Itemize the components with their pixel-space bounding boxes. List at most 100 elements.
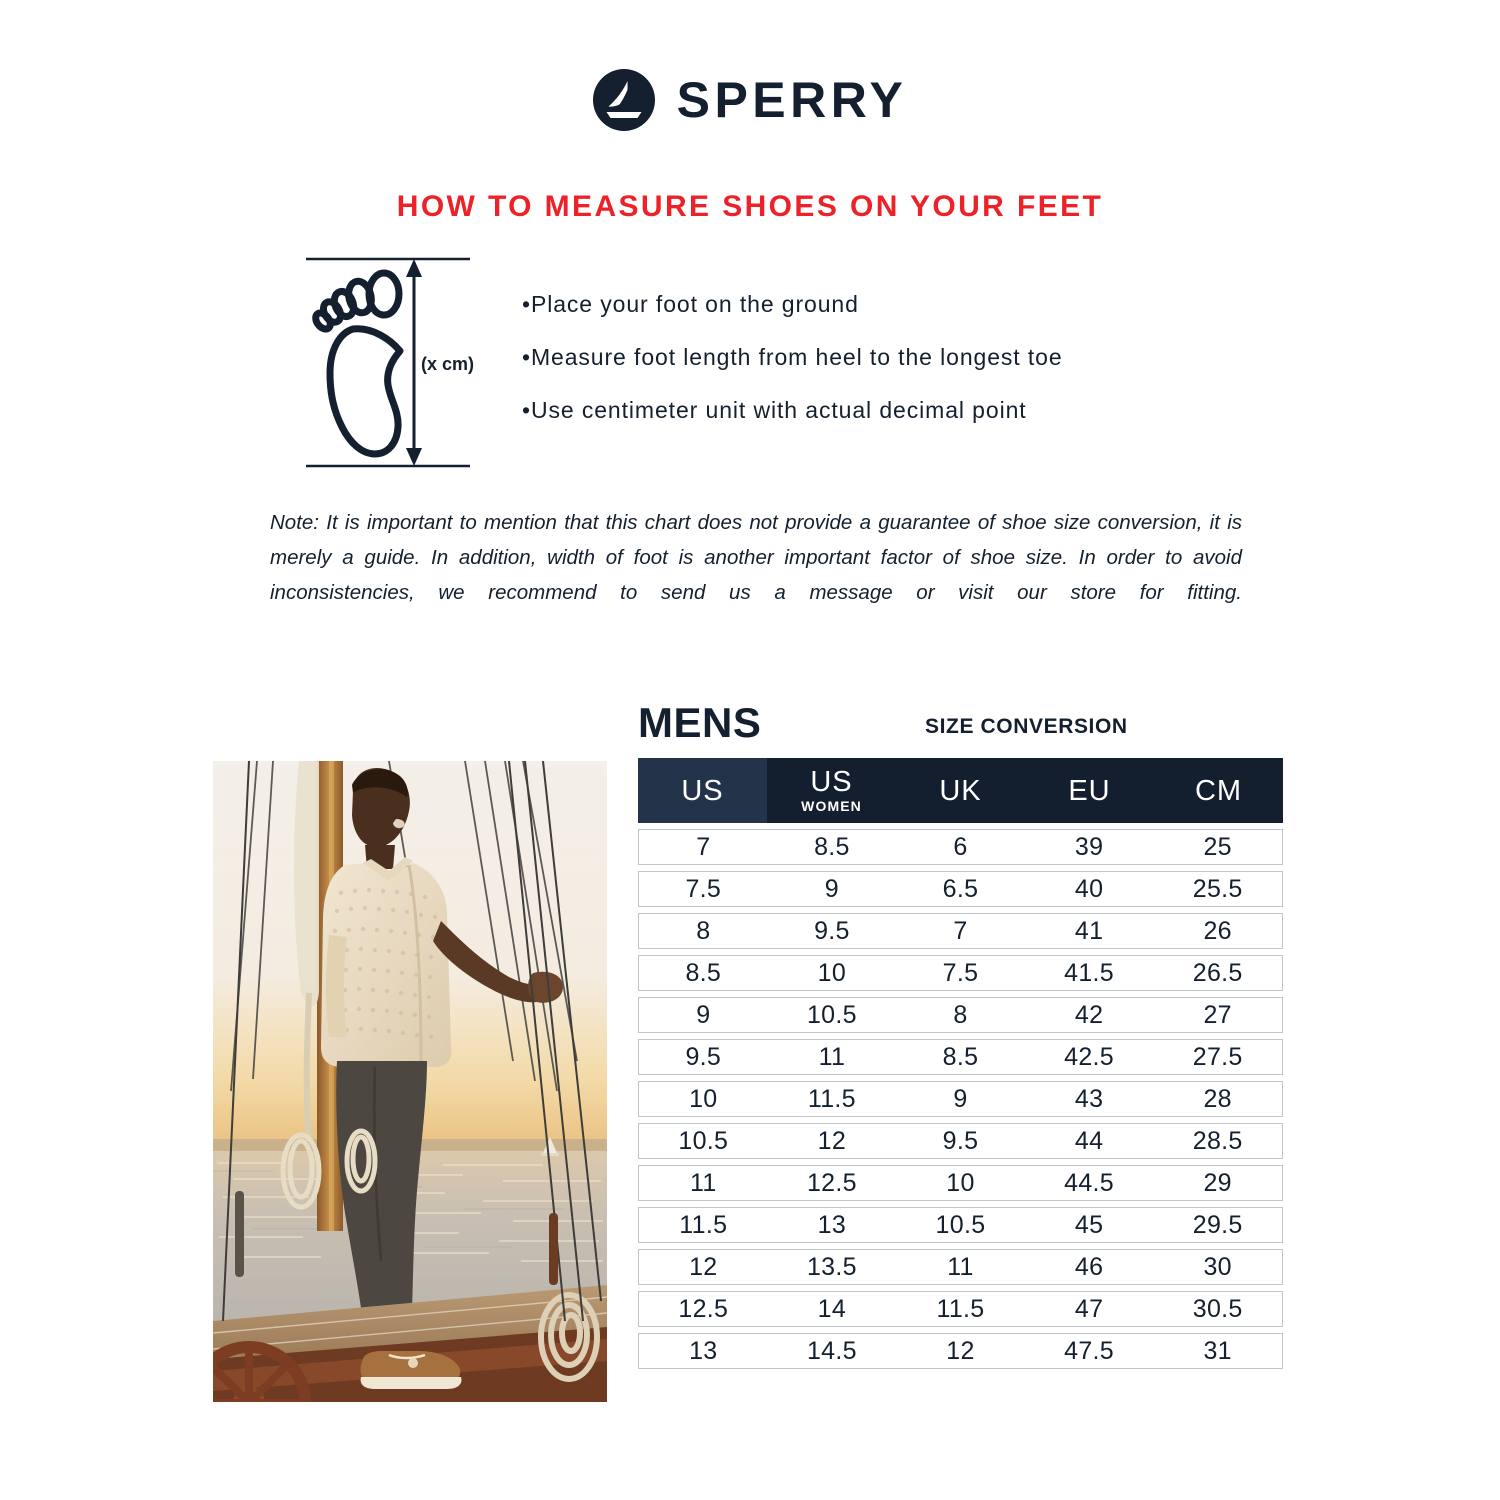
cell-uk: 8.5: [942, 1042, 979, 1071]
instruction-item-1: •Place your foot on the ground: [522, 291, 859, 317]
column-header-sublabel: WOMEN: [801, 798, 862, 814]
column-header-label: CM: [1194, 774, 1243, 807]
cell-uk: 12: [946, 1336, 975, 1365]
sailboat-icon: [592, 69, 655, 131]
cell-cm: 27: [1203, 1000, 1232, 1029]
table-row: 8.5 10 7.5 41.5 26.5: [638, 955, 1283, 991]
table-row: 7 8.5 6 39 25: [638, 829, 1283, 865]
cell-cm: 30: [1203, 1252, 1232, 1281]
cell-us-women: 14: [817, 1294, 847, 1323]
cell-us: 8.5: [685, 958, 722, 987]
column-header-us-women: US WOMEN: [767, 758, 896, 823]
column-header-label: UK: [939, 774, 982, 807]
cell-uk: 8: [953, 1000, 968, 1029]
table-row: 12.5 14 11.5 47 30.5: [638, 1291, 1283, 1327]
cell-uk: 9: [953, 1084, 968, 1113]
cell-eu: 39: [1074, 832, 1104, 861]
cell-eu: 46: [1074, 1252, 1104, 1281]
cell-us: 11.5: [679, 1210, 728, 1239]
instruction-item-2: •Measure foot length from heel to the lo…: [522, 344, 1063, 370]
measure-instructions: (x cm) •Place your foot on the ground •M…: [290, 255, 1230, 475]
cell-uk: 7: [953, 916, 968, 945]
cell-cm: 26.5: [1192, 958, 1243, 987]
brand-header: SPERRY: [0, 64, 1500, 136]
cell-cm: 29.5: [1192, 1210, 1243, 1239]
cell-us: 10.5: [678, 1126, 729, 1155]
cell-us-women: 11.5: [807, 1084, 856, 1113]
cell-us-women: 9.5: [814, 916, 850, 945]
cell-eu: 47: [1074, 1294, 1104, 1323]
cell-uk: 11.5: [936, 1294, 985, 1323]
brand-name: SPERRY: [676, 72, 908, 128]
cell-us: 10: [689, 1084, 718, 1113]
cell-us: 13: [689, 1336, 718, 1365]
column-header-eu: EU: [1025, 758, 1154, 823]
column-header-uk: UK: [896, 758, 1025, 823]
cell-us-women: 10.5: [806, 1000, 857, 1029]
cell-eu: 40: [1074, 874, 1104, 903]
dimension-label: (x cm): [421, 354, 474, 374]
instruction-list: •Place your foot on the ground •Measure …: [522, 291, 1222, 424]
cell-us-women: 11: [818, 1042, 846, 1071]
column-header-cm: CM: [1154, 758, 1283, 823]
column-header-label: US: [681, 774, 724, 807]
cell-cm: 25.5: [1192, 874, 1243, 903]
cell-us: 12.5: [678, 1294, 729, 1323]
cell-eu: 44: [1074, 1126, 1104, 1155]
table-headings: MENS SIZE CONVERSION: [638, 700, 1283, 758]
cell-eu: 41: [1074, 916, 1104, 945]
table-body: 7 8.5 6 39 25 7.5 9 6.5 40 25.5 8 9.5 7 …: [638, 829, 1283, 1369]
cell-uk: 7.5: [942, 958, 979, 987]
page-title: HOW TO MEASURE SHOES ON YOUR FEET: [396, 190, 1104, 223]
table-row: 9 10.5 8 42 27: [638, 997, 1283, 1033]
cell-us: 7: [696, 832, 711, 861]
cell-us-women: 10: [817, 958, 847, 987]
size-conversion-table: MENS SIZE CONVERSION US US WOMEN UK EU C…: [638, 700, 1283, 1369]
cell-us: 12: [689, 1252, 718, 1281]
table-row: 9.5 11 8.5 42.5 27.5: [638, 1039, 1283, 1075]
cell-us-women: 12: [817, 1126, 847, 1155]
cell-eu: 41.5: [1064, 958, 1114, 987]
table-row: 12 13.5 11 46 30: [638, 1249, 1283, 1285]
cell-us-women: 8.5: [814, 832, 850, 861]
cell-us-women: 13: [817, 1210, 847, 1239]
cell-us-women: 13.5: [806, 1252, 857, 1281]
footprint-diagram: (x cm): [290, 255, 490, 470]
section-title: MENS: [638, 699, 762, 746]
cell-uk: 10: [946, 1168, 975, 1197]
cell-us: 9: [696, 1000, 711, 1029]
cell-eu: 47.5: [1064, 1336, 1114, 1365]
cell-eu: 42: [1074, 1000, 1104, 1029]
table-row: 8 9.5 7 41 26: [638, 913, 1283, 949]
cell-uk: 10.5: [935, 1210, 986, 1239]
cell-us-women: 14.5: [806, 1336, 857, 1365]
cell-cm: 26: [1203, 916, 1232, 945]
cell-eu: 42.5: [1064, 1042, 1114, 1071]
cell-us: 7.5: [685, 874, 722, 903]
cell-cm: 31: [1203, 1336, 1232, 1365]
cell-uk: 6.5: [942, 874, 979, 903]
cell-eu: 44.5: [1064, 1168, 1114, 1197]
cell-uk: 6: [953, 832, 968, 861]
instruction-item-3: •Use centimeter unit with actual decimal…: [522, 397, 1027, 423]
cell-cm: 28: [1203, 1084, 1232, 1113]
cell-cm: 27.5: [1192, 1042, 1243, 1071]
table-row: 10.5 12 9.5 44 28.5: [638, 1123, 1283, 1159]
column-header-us-men: US: [638, 758, 767, 823]
column-header-label: US: [810, 766, 853, 798]
table-row: 11.5 13 10.5 45 29.5: [638, 1207, 1283, 1243]
cell-uk: 9.5: [942, 1126, 979, 1155]
table-header-row: US US WOMEN UK EU CM: [638, 758, 1283, 823]
cell-us-women: 9: [824, 874, 839, 903]
cell-cm: 28.5: [1192, 1126, 1243, 1155]
table-row: 10 11.5 9 43 28: [638, 1081, 1283, 1117]
cell-cm: 30.5: [1192, 1294, 1243, 1323]
cell-eu: 43: [1074, 1084, 1104, 1113]
table-row: 7.5 9 6.5 40 25.5: [638, 871, 1283, 907]
cell-cm: 29: [1203, 1168, 1232, 1197]
cell-us: 9.5: [685, 1042, 722, 1071]
column-header-label: EU: [1068, 774, 1111, 807]
cell-eu: 45: [1074, 1210, 1104, 1239]
cell-us: 8: [696, 916, 711, 945]
cell-uk: 11: [947, 1252, 974, 1281]
